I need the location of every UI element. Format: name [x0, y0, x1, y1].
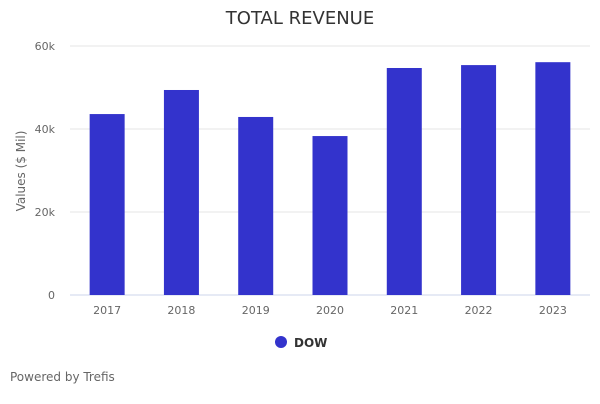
bar-2017[interactable] [89, 114, 125, 295]
x-tick-label: 2023 [539, 304, 567, 317]
chart-title: TOTAL REVENUE [225, 8, 374, 29]
x-tick-label: 2017 [93, 304, 121, 317]
x-tick-label: 2018 [167, 304, 195, 317]
credit-text: Powered by Trefis [10, 370, 115, 384]
legend-label[interactable]: DOW [294, 336, 327, 350]
bar-2019[interactable] [238, 116, 274, 295]
y-tick-label: 20k [35, 206, 56, 219]
y-axis-label: Values ($ Mil) [14, 131, 28, 212]
y-tick-label: 0 [48, 289, 55, 302]
y-tick-label: 60k [35, 40, 56, 53]
bar-2023[interactable] [535, 62, 571, 296]
x-tick-label: 2019 [242, 304, 270, 317]
legend[interactable]: DOW [275, 336, 327, 350]
x-tick-label: 2021 [390, 304, 418, 317]
y-tick-label: 40k [35, 123, 56, 136]
bar-2020[interactable] [312, 136, 348, 295]
bar-2018[interactable] [163, 89, 199, 296]
bar-2022[interactable] [461, 65, 497, 295]
x-tick-label: 2022 [465, 304, 493, 317]
x-tick-label: 2020 [316, 304, 344, 317]
bar-2021[interactable] [386, 67, 422, 296]
legend-marker [275, 336, 287, 348]
